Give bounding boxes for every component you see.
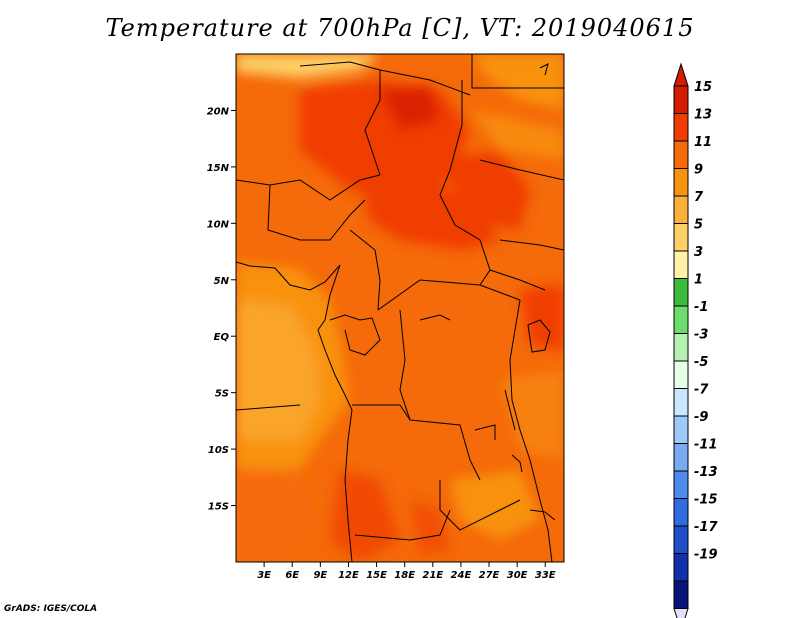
- colorbar-swatch: [673, 140, 689, 169]
- lon-tick-label: 18E: [394, 570, 415, 581]
- colorbar-label: -19: [694, 548, 718, 563]
- colorbar-label: 3: [694, 245, 703, 260]
- colorbar-swatch: [673, 525, 689, 554]
- lat-tick-label: 5S: [215, 389, 229, 400]
- colorbar-swatch: [673, 333, 689, 362]
- colorbar-swatch: [673, 168, 689, 197]
- colorbar-label: -9: [694, 410, 708, 425]
- colorbar-swatch: [673, 223, 689, 252]
- lon-tick-label: 3E: [257, 570, 271, 581]
- longitude-axis: 3E 6E 9E 12E 15E 18E 21E 24E 27E 30E 33E: [257, 562, 556, 581]
- lon-tick-label: 24E: [451, 570, 472, 581]
- map-title: Temperature at 700hPa [C], VT: 201904061…: [105, 14, 695, 42]
- colorbar-swatch: [673, 195, 689, 224]
- lat-tick-label: 20N: [207, 106, 230, 117]
- colorbar-label: -7: [694, 383, 709, 398]
- colorbar-swatch: [673, 278, 689, 307]
- colorbar-swatch: [673, 580, 689, 609]
- colorbar-swatch: [673, 553, 689, 582]
- lon-tick-label: 9E: [313, 570, 327, 581]
- colorbar-label: -17: [694, 520, 718, 535]
- colorbar-swatch: [673, 388, 689, 417]
- colorbar-swatch: [673, 498, 689, 527]
- colorbar-swatch: [673, 85, 689, 114]
- colorbar-label: 1: [694, 273, 703, 288]
- colorbar-swatch: [673, 113, 689, 142]
- colorbar-label: -1: [694, 300, 708, 315]
- colorbar-label: -15: [694, 493, 718, 508]
- colorbar-swatch: [673, 415, 689, 444]
- map-frame: [235, 53, 565, 563]
- colorbar-label: 11: [694, 135, 712, 150]
- colorbar-label: -13: [694, 465, 718, 480]
- lon-tick-label: 21E: [422, 570, 443, 581]
- lon-tick-label: 15E: [366, 570, 387, 581]
- colorbar-label: 7: [694, 190, 704, 205]
- colorbar-swatch: [673, 250, 689, 279]
- colorbar-swatch: [673, 470, 689, 499]
- lat-tick-label: 5N: [214, 276, 230, 287]
- colorbar-swatch: [673, 305, 689, 334]
- lat-tick-label: 10N: [207, 219, 230, 230]
- country-borders: [236, 54, 564, 562]
- colorbar-swatch: [673, 360, 689, 389]
- lon-tick-label: 6E: [285, 570, 299, 581]
- lat-tick-label: 15S: [208, 502, 229, 513]
- lon-tick-label: 12E: [338, 570, 359, 581]
- colorbar-label: -3: [694, 328, 708, 343]
- lat-tick-label: 15N: [207, 163, 230, 174]
- credit-label: GrADS: IGES/COLA: [4, 604, 98, 614]
- colorbar-bottom-arrow: [673, 608, 689, 618]
- lon-tick-label: 30E: [507, 570, 528, 581]
- colorbar-label: 5: [694, 218, 703, 233]
- lon-tick-label: 27E: [479, 570, 500, 581]
- lat-tick-label: EQ: [214, 332, 230, 343]
- colorbar-label: 13: [694, 108, 712, 123]
- lat-tick-label: 10S: [208, 445, 229, 456]
- colorbar-label: 9: [694, 163, 703, 178]
- latitude-axis: 20N 15N 10N 5N EQ 5S 10S 15S: [207, 106, 236, 513]
- temperature-field: [236, 54, 564, 562]
- colorbar-label: 15: [694, 80, 712, 95]
- colorbar-label: -5: [694, 355, 708, 370]
- colorbar-label: -11: [694, 438, 718, 453]
- colorbar: 15 13 11 9 7 5 3 1 -1 -3 -5 -7 -9 -11 -13 -15 -17 -19: [673, 62, 718, 618]
- colorbar-swatch: [673, 443, 689, 472]
- colorbar-top-arrow: [673, 62, 689, 87]
- lon-tick-label: 33E: [535, 570, 556, 581]
